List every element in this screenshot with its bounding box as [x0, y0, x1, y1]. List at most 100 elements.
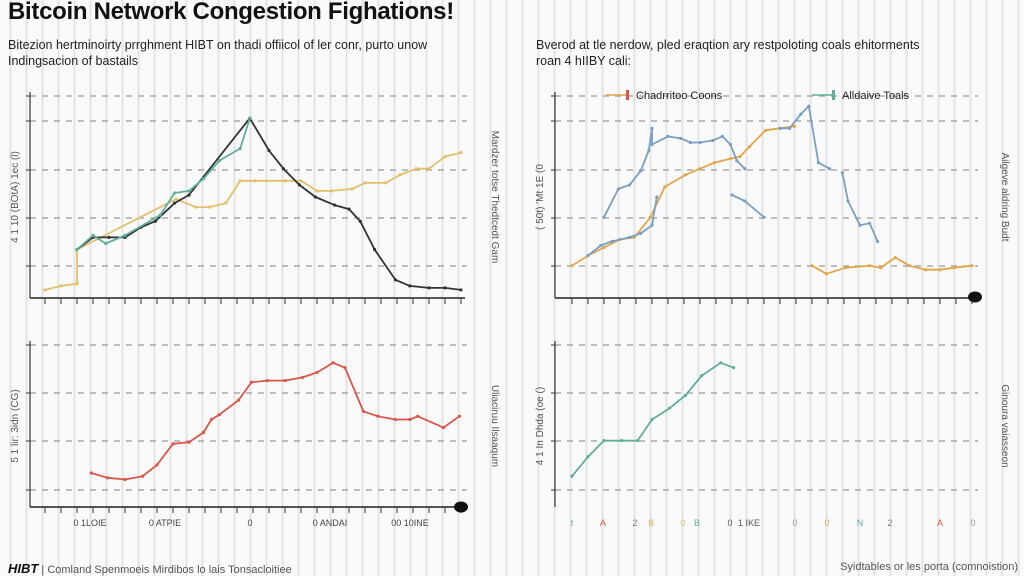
data-point: [343, 366, 347, 370]
data-point: [301, 375, 305, 379]
y-axis-label-right: Mardzer totse Thedtcedt Gam: [489, 131, 500, 264]
data-point: [666, 134, 670, 138]
axis-end-marker: [968, 291, 982, 303]
data-point: [187, 189, 191, 193]
data-point: [735, 159, 739, 163]
data-point: [698, 140, 702, 145]
data-point: [427, 286, 431, 290]
data-point: [807, 104, 811, 108]
legend-marker: [626, 90, 629, 100]
data-point: [427, 167, 431, 171]
data-point: [711, 138, 715, 143]
series-line: [587, 196, 658, 257]
data-point: [650, 126, 654, 130]
page-title: Bitcoin Network Congestion Fighations!: [8, 0, 454, 25]
data-point: [840, 171, 845, 175]
data-point: [970, 264, 974, 268]
data-point: [265, 379, 269, 383]
axis-end-marker: [454, 501, 468, 513]
data-point: [281, 167, 285, 171]
data-point: [679, 136, 683, 141]
data-point: [249, 380, 253, 384]
data-point: [650, 142, 654, 147]
data-point: [728, 142, 733, 147]
data-point: [810, 264, 814, 268]
series-line: [91, 361, 460, 481]
data-point: [237, 398, 241, 402]
data-point: [846, 199, 850, 203]
data-point: [792, 124, 797, 128]
data-point: [171, 442, 175, 446]
data-point: [924, 268, 928, 272]
data-point: [153, 219, 157, 223]
x-tick-label: 0: [727, 518, 732, 528]
legend-marker: [832, 90, 835, 100]
data-point: [828, 167, 832, 171]
x-tick-label: 8: [648, 518, 653, 528]
data-point: [333, 203, 337, 207]
data-point: [187, 440, 191, 444]
data-point: [868, 264, 872, 268]
series-line: [44, 151, 462, 291]
data-point: [174, 197, 178, 201]
data-point: [952, 266, 957, 270]
data-point: [570, 474, 574, 478]
x-tick-label: 1 IKE: [738, 518, 760, 528]
data-point: [938, 268, 942, 272]
footer-right-text: Syidtables or les porta (comnoistion): [840, 561, 1018, 573]
data-point: [398, 173, 402, 177]
x-tick-label: 0: [247, 518, 252, 528]
data-point: [107, 235, 111, 239]
data-point: [688, 140, 693, 145]
x-tick-label: A: [937, 518, 943, 528]
data-point: [89, 471, 93, 475]
data-point: [283, 379, 287, 383]
data-point: [620, 438, 624, 443]
x-tick-label: 0 ATPIE: [149, 518, 181, 528]
data-point: [650, 417, 654, 422]
left-subtitle: Bitezion hertminoirty prrghment HIBT on …: [8, 37, 427, 69]
data-point: [616, 187, 621, 191]
data-point: [347, 207, 351, 211]
data-point: [684, 393, 688, 397]
data-point: [283, 179, 287, 183]
data-point: [684, 173, 688, 177]
left-subtitle-line-1: Bitezion hertminoirty prrghment HIBT on …: [8, 38, 428, 52]
data-point: [376, 414, 380, 418]
x-tick-label: 0: [970, 518, 975, 528]
data-point: [408, 417, 412, 422]
y-axis-label: 4 1 10 (BOtA) 1ec (l): [10, 151, 21, 243]
data-point: [868, 221, 872, 225]
data-point: [602, 245, 606, 250]
data-point: [329, 189, 333, 193]
data-point: [648, 215, 653, 219]
data-point: [628, 183, 632, 187]
data-point: [373, 247, 377, 252]
data-point: [141, 474, 145, 478]
data-point: [217, 413, 221, 417]
series-line: [76, 117, 462, 291]
x-tick-label: 0: [680, 518, 685, 528]
legend-item: Alldaive Toals: [842, 90, 910, 102]
data-point: [187, 193, 191, 197]
data-point: [248, 116, 252, 120]
data-point: [253, 179, 257, 183]
data-point: [104, 241, 108, 246]
left-subtitle-line-2: Indingsacion of bastails: [8, 54, 138, 68]
data-point: [719, 361, 723, 365]
series-line: [76, 117, 251, 251]
data-point: [315, 370, 319, 375]
right-subtitle-line-1: Bverod at tle nerdow, pled eraqtion ary …: [536, 38, 920, 52]
data-point: [441, 426, 445, 430]
data-point: [299, 179, 303, 183]
x-tick-label: 0 1LOIE: [73, 518, 106, 528]
data-point: [59, 284, 63, 288]
data-point: [208, 205, 212, 209]
footer-logo: HIBT: [8, 561, 39, 576]
legend-item: Chadrritoo Coons: [636, 90, 723, 102]
data-point: [799, 112, 803, 116]
x-tick-label: A: [600, 518, 606, 528]
data-point: [457, 414, 461, 418]
data-point: [610, 239, 614, 244]
